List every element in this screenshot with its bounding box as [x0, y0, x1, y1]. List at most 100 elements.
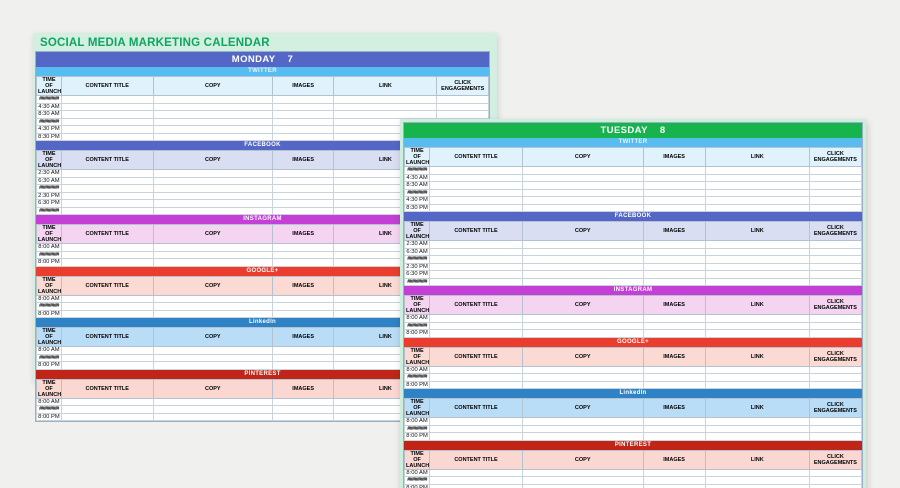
empty-cell[interactable]	[152, 353, 273, 362]
empty-cell[interactable]	[152, 405, 273, 414]
empty-cell[interactable]	[704, 277, 810, 286]
empty-cell[interactable]	[429, 483, 523, 488]
empty-cell[interactable]	[521, 196, 644, 205]
empty-cell[interactable]	[642, 277, 706, 286]
empty-cell[interactable]	[429, 417, 523, 426]
empty-cell[interactable]	[60, 206, 154, 215]
empty-cell[interactable]	[521, 240, 644, 249]
empty-cell[interactable]	[642, 181, 706, 190]
empty-cell[interactable]	[704, 255, 810, 264]
empty-cell[interactable]	[704, 270, 810, 279]
time-cell[interactable]: ########	[403, 321, 431, 330]
empty-cell[interactable]	[60, 243, 154, 252]
empty-cell[interactable]	[808, 468, 863, 477]
empty-cell[interactable]	[60, 405, 154, 414]
empty-cell[interactable]	[60, 176, 154, 185]
empty-cell[interactable]	[704, 188, 810, 197]
time-cell[interactable]: 8:00 AM	[36, 294, 62, 303]
empty-cell[interactable]	[271, 132, 335, 141]
empty-cell[interactable]	[152, 102, 273, 111]
empty-cell[interactable]	[60, 191, 154, 200]
empty-cell[interactable]	[808, 424, 863, 433]
empty-cell[interactable]	[271, 309, 335, 318]
empty-cell[interactable]	[808, 417, 863, 426]
time-cell[interactable]: 4:30 PM	[36, 125, 62, 134]
empty-cell[interactable]	[521, 380, 644, 389]
time-cell[interactable]: ########	[36, 117, 62, 126]
empty-cell[interactable]	[271, 176, 335, 185]
empty-cell[interactable]	[271, 206, 335, 215]
empty-cell[interactable]	[704, 417, 810, 426]
empty-cell[interactable]	[271, 353, 335, 362]
empty-cell[interactable]	[271, 361, 335, 370]
empty-cell[interactable]	[704, 196, 810, 205]
empty-cell[interactable]	[271, 95, 335, 104]
empty-cell[interactable]	[271, 117, 335, 126]
time-cell[interactable]: 6:30 AM	[36, 176, 62, 185]
empty-cell[interactable]	[429, 365, 523, 374]
empty-cell[interactable]	[429, 476, 523, 485]
empty-cell[interactable]	[704, 424, 810, 433]
empty-cell[interactable]	[521, 432, 644, 441]
empty-cell[interactable]	[271, 397, 335, 406]
empty-cell[interactable]	[521, 262, 644, 271]
time-cell[interactable]: 6:30 PM	[403, 270, 431, 279]
empty-cell[interactable]	[429, 424, 523, 433]
empty-cell[interactable]	[152, 361, 273, 370]
empty-cell[interactable]	[704, 166, 810, 175]
empty-cell[interactable]	[704, 262, 810, 271]
empty-cell[interactable]	[60, 353, 154, 362]
empty-cell[interactable]	[429, 255, 523, 264]
empty-cell[interactable]	[521, 468, 644, 477]
empty-cell[interactable]	[521, 166, 644, 175]
empty-cell[interactable]	[429, 203, 523, 212]
time-cell[interactable]: ########	[36, 95, 62, 104]
time-cell[interactable]: ########	[403, 373, 431, 382]
empty-cell[interactable]	[271, 258, 335, 267]
time-cell[interactable]: ########	[403, 277, 431, 286]
empty-cell[interactable]	[152, 346, 273, 355]
empty-cell[interactable]	[704, 476, 810, 485]
empty-cell[interactable]	[271, 125, 335, 134]
empty-cell[interactable]	[808, 476, 863, 485]
empty-cell[interactable]	[808, 181, 863, 190]
empty-cell[interactable]	[429, 196, 523, 205]
empty-cell[interactable]	[271, 199, 335, 208]
empty-cell[interactable]	[60, 169, 154, 178]
empty-cell[interactable]	[333, 95, 438, 104]
time-cell[interactable]: ########	[403, 188, 431, 197]
empty-cell[interactable]	[642, 314, 706, 323]
empty-cell[interactable]	[271, 405, 335, 414]
empty-cell[interactable]	[704, 468, 810, 477]
empty-cell[interactable]	[152, 191, 273, 200]
empty-cell[interactable]	[60, 412, 154, 421]
empty-cell[interactable]	[808, 240, 863, 249]
empty-cell[interactable]	[808, 277, 863, 286]
empty-cell[interactable]	[60, 117, 154, 126]
time-cell[interactable]: 8:00 PM	[403, 329, 431, 338]
time-cell[interactable]: 8:00 AM	[403, 468, 431, 477]
time-cell[interactable]: ########	[36, 302, 62, 311]
empty-cell[interactable]	[808, 432, 863, 441]
empty-cell[interactable]	[704, 329, 810, 338]
empty-cell[interactable]	[271, 102, 335, 111]
empty-cell[interactable]	[704, 203, 810, 212]
empty-cell[interactable]	[429, 247, 523, 256]
empty-cell[interactable]	[704, 321, 810, 330]
empty-cell[interactable]	[808, 173, 863, 182]
time-cell[interactable]: ########	[36, 250, 62, 259]
empty-cell[interactable]	[704, 173, 810, 182]
time-cell[interactable]: 6:30 PM	[36, 199, 62, 208]
empty-cell[interactable]	[521, 181, 644, 190]
empty-cell[interactable]	[152, 169, 273, 178]
time-cell[interactable]: 8:00 AM	[36, 346, 62, 355]
time-cell[interactable]: 8:30 AM	[36, 110, 62, 119]
empty-cell[interactable]	[152, 250, 273, 259]
empty-cell[interactable]	[642, 373, 706, 382]
empty-cell[interactable]	[642, 262, 706, 271]
empty-cell[interactable]	[152, 206, 273, 215]
empty-cell[interactable]	[808, 196, 863, 205]
time-cell[interactable]: 8:00 AM	[36, 397, 62, 406]
empty-cell[interactable]	[152, 302, 273, 311]
time-cell[interactable]: 8:00 PM	[403, 432, 431, 441]
